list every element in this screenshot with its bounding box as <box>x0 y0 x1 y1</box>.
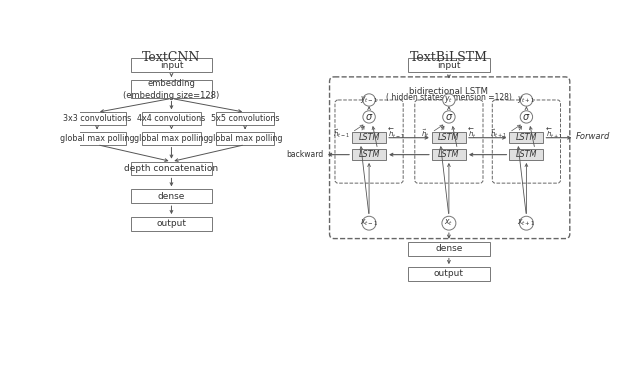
Text: $\overleftarrow{h}_{t+1}$: $\overleftarrow{h}_{t+1}$ <box>546 127 563 141</box>
FancyBboxPatch shape <box>432 149 466 160</box>
FancyBboxPatch shape <box>509 149 543 160</box>
Text: Forward: Forward <box>576 132 611 141</box>
Circle shape <box>443 94 455 106</box>
Text: 4x4 convolutions: 4x4 convolutions <box>138 114 205 123</box>
Circle shape <box>442 216 456 230</box>
Text: $\vec{h}_{t+1}$: $\vec{h}_{t+1}$ <box>490 127 507 140</box>
Text: LSTM: LSTM <box>516 133 537 142</box>
FancyBboxPatch shape <box>131 58 212 72</box>
Text: 3x3 convolutions: 3x3 convolutions <box>63 114 131 123</box>
Text: global max polling: global max polling <box>134 134 209 143</box>
Text: output: output <box>434 270 464 278</box>
Circle shape <box>362 216 376 230</box>
Text: LSTM: LSTM <box>358 133 380 142</box>
Text: $\overleftarrow{h}_{t-1}$: $\overleftarrow{h}_{t-1}$ <box>388 127 406 141</box>
FancyBboxPatch shape <box>352 149 386 160</box>
Text: depth concatenation: depth concatenation <box>124 164 218 173</box>
Text: TextBiLSTM: TextBiLSTM <box>410 51 488 65</box>
FancyBboxPatch shape <box>509 132 543 143</box>
FancyBboxPatch shape <box>131 217 212 231</box>
FancyBboxPatch shape <box>408 242 490 255</box>
Text: $\overleftarrow{h}_{t}$: $\overleftarrow{h}_{t}$ <box>468 127 477 141</box>
FancyBboxPatch shape <box>408 58 490 72</box>
Text: embedding
(embedding size=128): embedding (embedding size=128) <box>124 79 220 99</box>
Text: $y_{t-1}$: $y_{t-1}$ <box>360 94 378 106</box>
Text: TextCNN: TextCNN <box>142 51 200 65</box>
FancyBboxPatch shape <box>142 112 200 125</box>
Circle shape <box>363 94 375 106</box>
Text: $\vec{h}_{t-1}$: $\vec{h}_{t-1}$ <box>333 127 349 140</box>
Text: bidirectional LSTM: bidirectional LSTM <box>410 87 488 96</box>
Circle shape <box>520 111 532 123</box>
Circle shape <box>520 94 532 106</box>
Text: $\vec{h}_{t}$: $\vec{h}_{t}$ <box>421 127 429 140</box>
Text: LSTM: LSTM <box>438 133 460 142</box>
Text: LSTM: LSTM <box>438 150 460 159</box>
Text: input: input <box>437 61 461 70</box>
Text: 5x5 convolutions: 5x5 convolutions <box>211 114 279 123</box>
Text: input: input <box>160 61 183 70</box>
FancyBboxPatch shape <box>408 267 490 281</box>
Text: dense: dense <box>158 192 185 201</box>
Text: $y_{t+1}$: $y_{t+1}$ <box>517 94 536 106</box>
FancyBboxPatch shape <box>432 132 466 143</box>
FancyBboxPatch shape <box>68 112 126 125</box>
FancyBboxPatch shape <box>68 132 126 145</box>
Text: $\sigma$: $\sigma$ <box>365 112 373 122</box>
Text: LSTM: LSTM <box>516 150 537 159</box>
Text: $y_{t}$: $y_{t}$ <box>444 94 453 106</box>
Text: $x_{t+1}$: $x_{t+1}$ <box>517 218 536 228</box>
FancyBboxPatch shape <box>131 189 212 203</box>
Text: LSTM: LSTM <box>358 150 380 159</box>
FancyBboxPatch shape <box>131 162 212 175</box>
Circle shape <box>363 111 375 123</box>
Text: ( hidden states dimension =128): ( hidden states dimension =128) <box>386 93 512 102</box>
Text: backward: backward <box>286 150 323 159</box>
FancyBboxPatch shape <box>142 132 200 145</box>
FancyBboxPatch shape <box>352 132 386 143</box>
Circle shape <box>443 111 455 123</box>
Text: $\sigma$: $\sigma$ <box>522 112 531 122</box>
Text: output: output <box>156 219 186 228</box>
Text: global max polling: global max polling <box>208 134 282 143</box>
Text: $x_{t-1}$: $x_{t-1}$ <box>360 218 378 228</box>
Text: $\sigma$: $\sigma$ <box>445 112 453 122</box>
FancyBboxPatch shape <box>216 132 274 145</box>
FancyBboxPatch shape <box>131 80 212 98</box>
Text: global max polling: global max polling <box>60 134 134 143</box>
FancyBboxPatch shape <box>216 112 274 125</box>
Text: $x_{t}$: $x_{t}$ <box>444 218 453 228</box>
Circle shape <box>520 216 533 230</box>
Text: dense: dense <box>435 244 463 253</box>
